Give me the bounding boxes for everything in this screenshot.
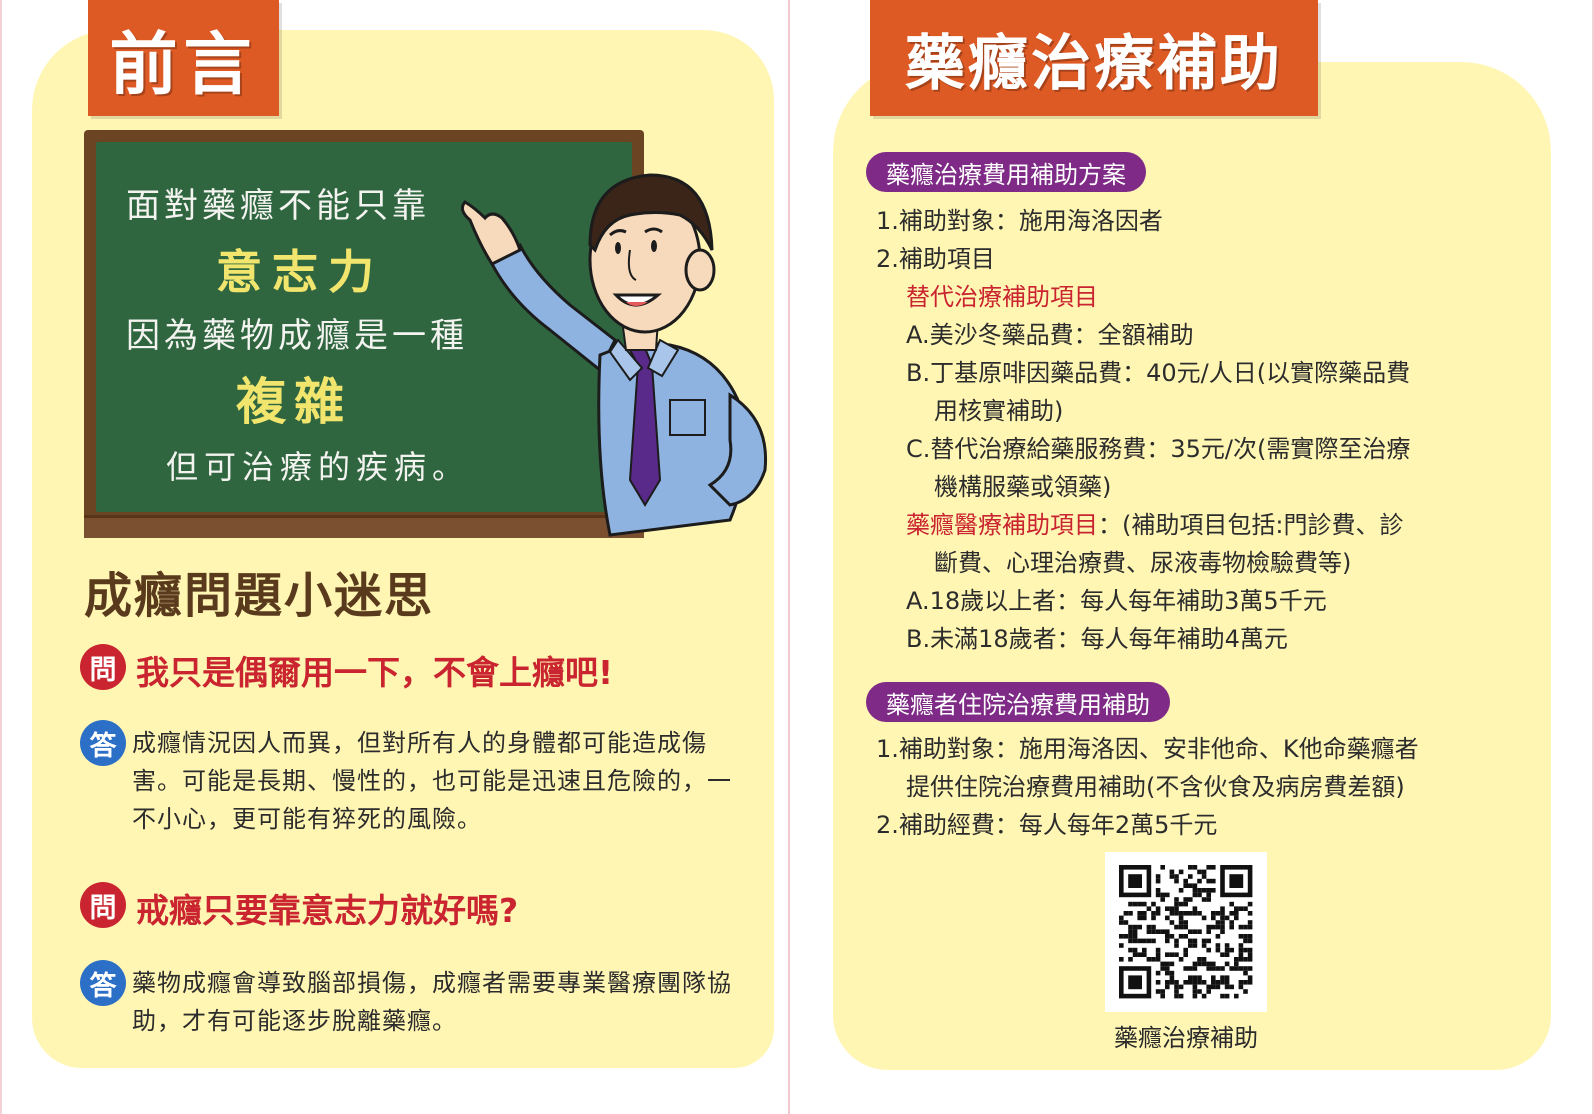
right-header-tab: 藥癮治療補助 <box>870 0 1318 116</box>
program2-line-3: 2.補助經費：每人每年2萬5千元 <box>876 811 1218 839</box>
question-icon: 問 <box>80 882 126 928</box>
program2-title-pill: 藥癮者住院治療費用補助 <box>866 682 1170 722</box>
left-header-tab: 前言 <box>88 0 279 116</box>
page-fold <box>788 0 790 1114</box>
question-2-text: 戒癮只要靠意志力就好嗎? <box>136 891 519 930</box>
sub2-item-b: B.未滿18歲者：每人每年補助4萬元 <box>906 625 1288 653</box>
chalkboard-surface: 面對藥癮不能只靠 意志力 因為藥物成癮是一種 複雜 但可治療的疾病。 <box>96 142 632 512</box>
right-header-title: 藥癮治療補助 <box>905 28 1283 99</box>
chalk-line-2: 意志力 <box>216 245 384 299</box>
substitution-therapy-title: 替代治療補助項目 <box>906 283 1098 311</box>
sub1-item-b-cont: 用核實補助) <box>934 397 1064 425</box>
sub2-heading-line: 藥癮醫療補助項目：(補助項目包括:門診費、診 <box>906 506 1403 544</box>
myth-section-title: 成癮問題小迷思 <box>84 568 435 624</box>
question-1-text: 我只是偶爾用一下，不會上癮吧! <box>136 653 614 692</box>
program1-target: 1.補助對象：施用海洛因者 <box>876 207 1163 235</box>
sub1-item-c-cont: 機構服藥或領藥) <box>934 473 1112 501</box>
teacher-illustration <box>460 173 768 537</box>
sub1-item-b: B.丁基原啡因藥品費：40元/人日(以實際藥品費 <box>906 359 1411 387</box>
program2-line-1: 1.補助對象：施用海洛因、安非他命、K他命藥癮者 <box>876 735 1419 763</box>
chalkboard-ledge <box>84 515 644 538</box>
sub2-item-a: A.18歲以上者：每人每年補助3萬5千元 <box>906 587 1327 615</box>
answer-icon: 答 <box>80 960 126 1006</box>
qr-code-pattern <box>1118 865 1253 999</box>
page-edge-right <box>1592 0 1594 1114</box>
medical-subsidy-title: 藥癮醫療補助項目 <box>906 511 1098 539</box>
sub1-item-c: C.替代治療給藥服務費：35元/次(需實際至治療 <box>906 435 1411 463</box>
medical-subsidy-desc-cont: 斷費、心理治療費、尿液毒物檢驗費等) <box>934 549 1352 577</box>
qr-code[interactable] <box>1105 852 1267 1012</box>
answer-2-text: 藥物成癮會導致腦部損傷，成癮者需要專業醫療團隊協助，才有可能逐步脫離藥癮。 <box>132 969 732 1035</box>
program2-line-2: 提供住院治療費用補助(不含伙食及病房費差額) <box>906 773 1405 801</box>
medical-subsidy-desc: ：(補助項目包括:門診費、診 <box>1098 511 1404 539</box>
answer-1-text: 成癮情況因人而異，但對所有人的身體都可能造成傷害。可能是長期、慢性的，也可能是迅… <box>132 729 732 833</box>
answer-icon: 答 <box>80 720 126 766</box>
program1-items-label: 2.補助項目 <box>876 245 995 273</box>
page-edge-left <box>0 0 2 1114</box>
question-icon: 問 <box>80 644 126 690</box>
chalk-line-4: 複雜 <box>236 372 352 431</box>
chalkboard: 面對藥癮不能只靠 意志力 因為藥物成癮是一種 複雜 但可治療的疾病。 <box>84 130 644 538</box>
left-header-title: 前言 <box>109 25 258 105</box>
qr-caption: 藥癮治療補助 <box>1114 1024 1258 1052</box>
chalk-line-5: 但可治療的疾病。 <box>166 448 471 486</box>
chalk-line-3: 因為藥物成癮是一種 <box>126 316 468 356</box>
chalk-line-1: 面對藥癮不能只靠 <box>126 186 430 226</box>
sub1-item-a: A.美沙冬藥品費：全額補助 <box>906 321 1194 349</box>
program1-title-pill: 藥癮治療費用補助方案 <box>866 152 1146 192</box>
